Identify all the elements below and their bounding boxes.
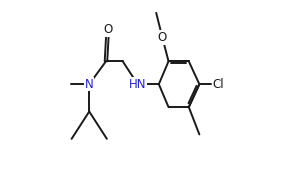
Text: N: N bbox=[85, 78, 93, 91]
Text: O: O bbox=[103, 23, 112, 36]
Text: HN: HN bbox=[129, 78, 146, 91]
Text: Cl: Cl bbox=[213, 78, 224, 91]
Text: O: O bbox=[158, 31, 167, 44]
